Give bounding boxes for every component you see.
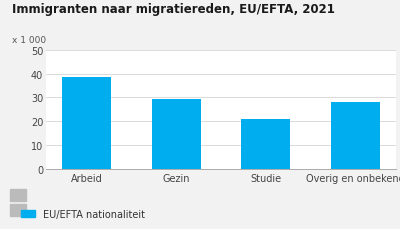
Bar (331, 103, 380, 169)
Bar (10, 204, 26, 216)
Text: Immigranten naar migratiereden, EU/EFTA, 2021: Immigranten naar migratiereden, EU/EFTA,… (12, 3, 335, 16)
Bar (152, 99, 201, 169)
Text: x 1 000: x 1 000 (12, 35, 46, 44)
Bar (241, 120, 290, 169)
Bar (62, 78, 111, 169)
Bar (10, 189, 26, 201)
Legend: EU/EFTA nationaliteit: EU/EFTA nationaliteit (17, 205, 149, 223)
